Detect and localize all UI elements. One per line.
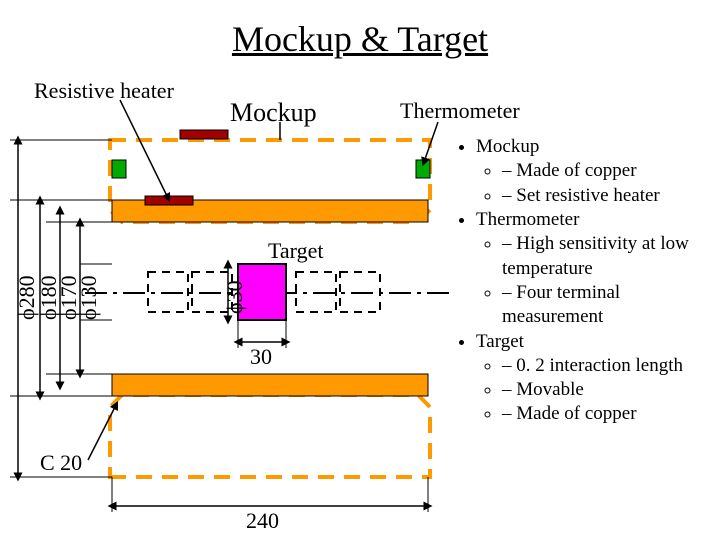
bullet-mockup: Mockup [476, 136, 539, 157]
bullet-thermo-a: High sensitivity at low temperature [502, 233, 689, 278]
label-d30: 30 [250, 344, 272, 370]
bullet-target-b: Movable [516, 379, 584, 400]
bullet-thermo-b: Four terminal measurement [502, 282, 620, 327]
label-thermometer: Thermometer [400, 98, 520, 124]
label-phi30: ϕ30 [222, 280, 248, 314]
mockup-plate-bot [112, 374, 428, 396]
leader-heater [120, 100, 168, 198]
label-target: Target [268, 238, 323, 264]
heater-top-right [180, 130, 228, 139]
bullet-thermo: Thermometer [476, 209, 579, 230]
notes-list: Mockup – Made of copper – Set resistive … [454, 135, 720, 427]
mockup-shell-bot [110, 395, 430, 477]
bullet-target: Target [476, 331, 524, 352]
bullet-mockup-b: Set resistive heater [516, 185, 660, 206]
thermo-top-left [112, 160, 126, 178]
bullet-target-c: Made of copper [516, 403, 636, 424]
label-d240: 240 [246, 508, 279, 534]
label-mockup: Mockup [230, 98, 317, 128]
bullet-target-a: 0. 2 interaction length [516, 355, 683, 376]
label-phi130: ϕ130 [76, 275, 102, 320]
heater-top-left [145, 196, 193, 205]
thermo-top-right [416, 160, 430, 178]
label-resistive-heater: Resistive heater [34, 78, 174, 104]
label-c20: C 20 [40, 450, 82, 476]
bullet-mockup-a: Made of copper [516, 160, 636, 181]
